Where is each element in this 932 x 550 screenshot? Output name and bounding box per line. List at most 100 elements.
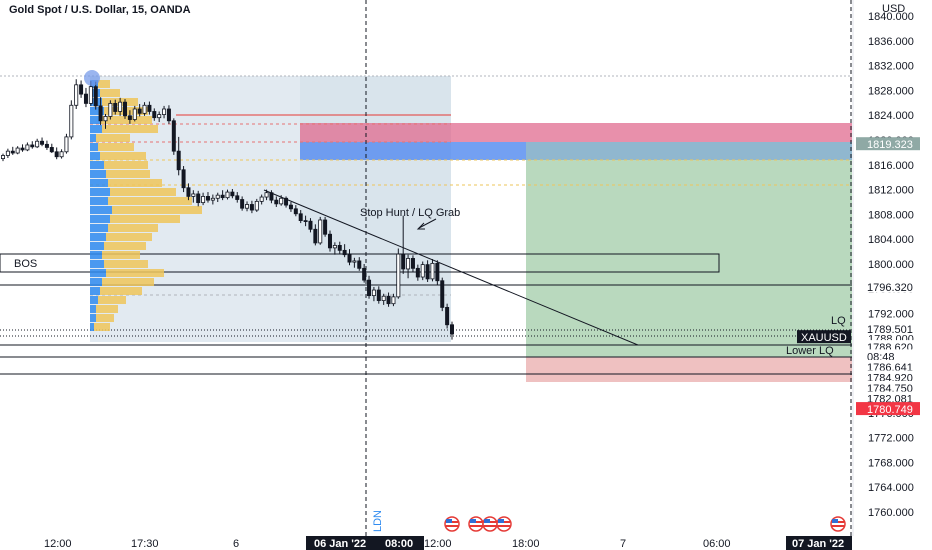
us-flag-icon[interactable]	[496, 516, 512, 532]
trend-line[interactable]	[263, 189, 639, 346]
price-tick-label: 1828.000	[868, 85, 914, 97]
price-tags: 1819.3231796.3201789.501XAUUSD1788.62008…	[797, 137, 920, 416]
currency-label: USD	[882, 3, 905, 15]
candle	[327, 230, 332, 252]
candle	[313, 224, 318, 246]
volume-bar-buy	[90, 170, 106, 178]
price-tick-label: 1812.000	[868, 185, 914, 197]
candle	[367, 275, 372, 299]
candle	[342, 244, 347, 258]
volume-bar-sell	[104, 161, 148, 169]
volume-bar-buy	[90, 152, 100, 160]
candle	[293, 205, 298, 217]
candle	[430, 259, 435, 282]
candle	[347, 249, 352, 266]
volume-bar-sell	[102, 125, 158, 133]
volume-bar-buy	[90, 161, 104, 169]
volume-bar-sell	[98, 296, 126, 304]
candle	[381, 293, 386, 305]
volume-bar-sell	[110, 215, 180, 223]
volume-bar-sell	[96, 305, 118, 313]
event-flags[interactable]	[444, 516, 846, 532]
price-tick-label: 1792.000	[868, 309, 914, 321]
candle	[445, 303, 450, 329]
us-flag-icon[interactable]	[444, 516, 460, 532]
volume-bar-buy	[90, 260, 104, 268]
candle	[401, 215, 406, 274]
candle	[284, 196, 289, 208]
candle	[5, 148, 10, 158]
us-flag-icon[interactable]	[830, 516, 846, 532]
target-zone[interactable]	[526, 142, 852, 357]
volume-bar-buy	[90, 215, 110, 223]
candle	[118, 97, 123, 116]
level-lines	[0, 75, 852, 375]
candle	[435, 260, 440, 286]
volume-bar-buy	[90, 197, 108, 205]
date-highlight-1	[306, 536, 424, 550]
candle	[15, 146, 20, 155]
candle	[406, 254, 411, 279]
session-background-2	[300, 76, 451, 342]
price-tag-label: 1789.501	[867, 324, 913, 336]
stop-hunt-arrowhead	[416, 222, 425, 230]
candle	[132, 105, 137, 122]
candle	[191, 190, 196, 203]
candle	[240, 196, 245, 211]
us-flag-icon[interactable]	[468, 516, 484, 532]
price-tag-label: 1796.320	[867, 282, 913, 294]
candle	[376, 286, 381, 304]
us-flag-icon[interactable]	[482, 516, 498, 532]
candle	[147, 101, 152, 115]
volume-bar-sell	[100, 287, 142, 295]
candle	[74, 79, 79, 109]
candle	[269, 190, 274, 204]
candle	[362, 264, 367, 283]
candle	[93, 81, 98, 110]
candle	[108, 100, 113, 120]
demand-zone-overlap[interactable]	[526, 142, 852, 160]
stop-zone[interactable]	[526, 357, 852, 382]
candle	[113, 99, 118, 115]
time-tick-4: 06 Jan '22	[314, 538, 366, 550]
time-tick-10: 07 Jan '22	[792, 538, 844, 550]
price-tick-label: 1840.000	[868, 11, 914, 23]
demand-zone[interactable]	[300, 142, 526, 160]
candle	[196, 190, 201, 207]
time-axis[interactable]: 12:00 17:30 6 06 Jan '22 08:00 12:00 18:…	[0, 536, 932, 550]
candle	[396, 248, 401, 299]
candle	[352, 257, 357, 268]
volume-bar-sell	[106, 170, 150, 178]
volume-bar-buy	[90, 233, 106, 241]
volume-bar-buy	[90, 224, 108, 232]
time-tick-5: 08:00	[385, 538, 413, 550]
price-tick-label: 1800.000	[868, 259, 914, 271]
price-tag: 1789.501	[856, 322, 920, 336]
volume-bar-buy	[90, 188, 110, 196]
volume-bar-sell	[96, 134, 130, 142]
volume-bar-buy	[90, 323, 94, 331]
volume-bar-sell	[108, 224, 158, 232]
lq-label: LQ	[831, 315, 846, 327]
volume-bar-buy	[90, 242, 104, 250]
time-tick-3: 6	[233, 538, 239, 550]
candle	[35, 138, 40, 149]
date-highlight-2	[786, 536, 852, 550]
candle	[210, 194, 215, 205]
price-axis[interactable]: 1760.0001764.0001768.0001772.0001776.000…	[797, 0, 932, 536]
bos-label: BOS	[14, 258, 37, 270]
bos-box[interactable]	[0, 253, 720, 273]
price-tick-label: 1836.000	[868, 36, 914, 48]
price-tick-label: 1772.000	[868, 433, 914, 445]
candle	[245, 201, 250, 212]
candle	[79, 80, 84, 98]
price-tick-label: 1832.000	[868, 61, 914, 73]
candle	[288, 202, 293, 212]
candle	[303, 215, 308, 227]
candle	[357, 257, 362, 271]
supply-zone[interactable]	[300, 123, 852, 142]
price-tick-label: 1804.000	[868, 234, 914, 246]
candle	[410, 255, 415, 273]
price-tag-label: XAUUSD	[801, 332, 847, 344]
